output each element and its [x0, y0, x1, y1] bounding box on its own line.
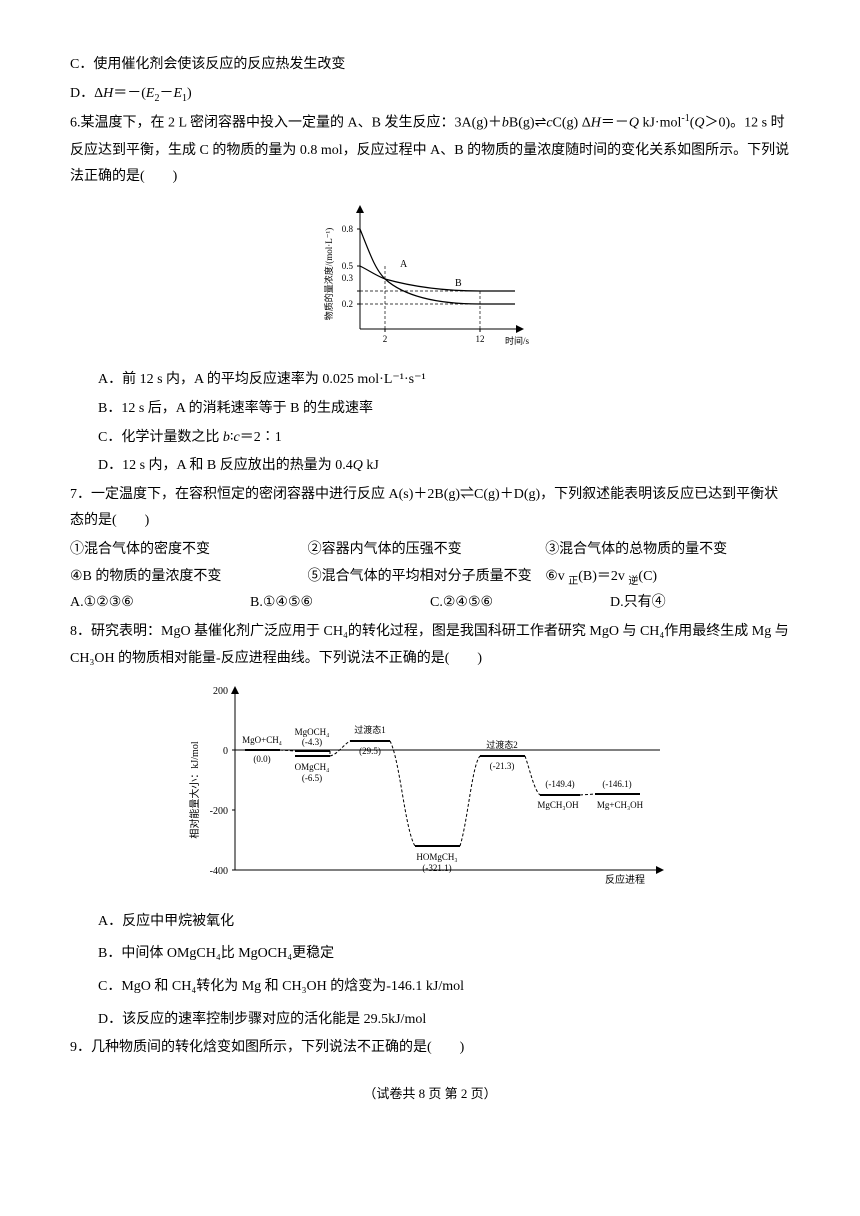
text: 6.某温度下，在 2 L 密闭容器中投入一定量的 A、B 发生反应：3A(g)＋ — [70, 116, 502, 131]
q8-optB: B．中间体 OMgCH₄比 MgOCH₄更稳定 — [70, 941, 790, 968]
svg-text:MgO+CH₄: MgO+CH₄ — [242, 735, 282, 745]
svg-text:时间/s: 时间/s — [505, 335, 530, 346]
svg-text:(-21.3): (-21.3) — [490, 761, 515, 771]
svg-text:(-4.3): (-4.3) — [302, 737, 322, 747]
svg-text:200: 200 — [213, 686, 228, 697]
svg-text:-200: -200 — [210, 806, 228, 817]
text: kJ·mol — [639, 116, 681, 131]
q8-chart: 200 0 -200 -400 相对能量大小：kJ/mol 反应进程 MgO+C… — [70, 680, 790, 901]
svg-text:过渡态2: 过渡态2 — [486, 739, 518, 750]
svg-text:(0.0): (0.0) — [253, 754, 270, 764]
q7-optD: D.只有④ — [610, 590, 790, 617]
q7-stem: 7．一定温度下，在容积恒定的密闭容器中进行反应 A(s)＋2B(g)⇌C(g)＋… — [70, 482, 790, 535]
q6-optD: D．12 s 内，A 和 B 反应放出的热量为 0.4Q kJ — [70, 453, 790, 480]
text: C．化学计量数之比 — [98, 430, 223, 445]
svg-text:HOMgCH₃: HOMgCH₃ — [416, 852, 457, 862]
cond1: ①混合气体的密度不变 — [70, 537, 308, 564]
svg-text:(-6.5): (-6.5) — [302, 773, 322, 783]
text: D．12 s 内，A 和 B 反应放出的热量为 0.4 — [98, 458, 353, 473]
q7-conditions: ①混合气体的密度不变 ②容器内气体的压强不变 ③混合气体的总物质的量不变 ④B … — [70, 537, 790, 590]
t: (B)＝2v — [578, 569, 628, 584]
text: ) — [187, 86, 192, 101]
cond3: ③混合气体的总物质的量不变 — [545, 537, 783, 564]
q9-stem: 9．几种物质间的转化焓变如图所示，下列说法不正确的是( ) — [70, 1035, 790, 1062]
text: ＝－( — [113, 86, 146, 101]
sub: 逆 — [628, 575, 638, 586]
svg-text:Mg+CH₃OH: Mg+CH₃OH — [597, 800, 644, 810]
svg-text:2: 2 — [383, 334, 388, 344]
q8-optD: D．该反应的速率控制步骤对应的活化能是 29.5kJ/mol — [70, 1007, 790, 1034]
sub: 正 — [568, 575, 578, 586]
q6-stem: 6.某温度下，在 2 L 密闭容器中投入一定量的 A、B 发生反应：3A(g)＋… — [70, 109, 790, 190]
q8-optA: A．反应中甲烷被氧化 — [70, 909, 790, 936]
text: ＝2∶1 — [240, 430, 282, 445]
svg-text:(29.5): (29.5) — [359, 746, 381, 756]
svg-text:反应进程: 反应进程 — [605, 873, 645, 886]
svg-text:12: 12 — [476, 334, 485, 344]
q7-optA: A.①②③⑥ — [70, 590, 250, 617]
cond4: ④B 的物质的量浓度不变 — [70, 564, 308, 591]
t: ⑥v — [545, 569, 568, 584]
text: kJ — [363, 458, 379, 473]
q6-optC: C．化学计量数之比 b∶c＝2∶1 — [70, 425, 790, 452]
cond2: ②容器内气体的压强不变 — [308, 537, 546, 564]
q5-optC: C．使用催化剂会使该反应的反应热发生改变 — [70, 52, 790, 79]
svg-text:OMgCH₄: OMgCH₄ — [295, 762, 330, 772]
svg-text:MgOCH₄: MgOCH₄ — [295, 727, 330, 737]
svg-text:0.3: 0.3 — [342, 273, 354, 283]
page-footer: （试卷共 8 页 第 2 页） — [70, 1082, 790, 1107]
svg-text:MgCH₃OH: MgCH₃OH — [537, 800, 579, 810]
svg-text:(-149.4): (-149.4) — [545, 779, 574, 789]
q7-optB: B.①④⑤⑥ — [250, 590, 430, 617]
text: B(g)⇌ — [509, 116, 546, 131]
svg-text:(-146.1): (-146.1) — [602, 779, 631, 789]
svg-text:物质的量浓度/(mol·L⁻¹): 物质的量浓度/(mol·L⁻¹) — [323, 228, 334, 320]
svg-text:过渡态1: 过渡态1 — [354, 724, 386, 735]
svg-text:0: 0 — [223, 746, 228, 757]
q8-stem: 8．研究表明：MgO 基催化剂广泛应用于 CH₄的转化过程，图是我国科研工作者研… — [70, 619, 790, 672]
q6-optA: A．前 12 s 内，A 的平均反应速率为 0.025 mol·L⁻¹·s⁻¹ — [70, 367, 790, 394]
svg-text:(-321.1): (-321.1) — [422, 863, 451, 873]
text: C(g) Δ — [553, 116, 591, 131]
q6-chart: 0.2 0.3 0.5 0.8 2 12 A B 物质的量浓度/(mol·L⁻¹… — [70, 199, 790, 360]
q8-optC: C．MgO 和 CH₄转化为 Mg 和 CH₃OH 的焓变为-146.1 kJ/… — [70, 974, 790, 1001]
cond6: ⑥v 正(B)＝2v 逆(C) — [545, 564, 783, 591]
q5-optD: D．ΔH＝－(E2－E1) — [70, 81, 790, 108]
svg-text:相对能量大小：kJ/mol: 相对能量大小：kJ/mol — [188, 741, 201, 838]
text: ＝－ — [601, 116, 629, 131]
cond5: ⑤混合气体的平均相对分子质量不变 — [308, 564, 546, 591]
t: (C) — [638, 569, 657, 584]
q7-options: A.①②③⑥ B.①④⑤⑥ C.②④⑤⑥ D.只有④ — [70, 590, 790, 617]
svg-text:0.2: 0.2 — [342, 299, 353, 309]
svg-text:0.8: 0.8 — [342, 224, 354, 234]
svg-text:A: A — [400, 259, 408, 270]
q7-optC: C.②④⑤⑥ — [430, 590, 610, 617]
svg-text:0.5: 0.5 — [342, 261, 354, 271]
q6-optB: B．12 s 后，A 的消耗速率等于 B 的生成速率 — [70, 396, 790, 423]
text: D．Δ — [70, 86, 103, 101]
svg-text:-400: -400 — [210, 866, 228, 877]
svg-text:B: B — [455, 278, 462, 289]
